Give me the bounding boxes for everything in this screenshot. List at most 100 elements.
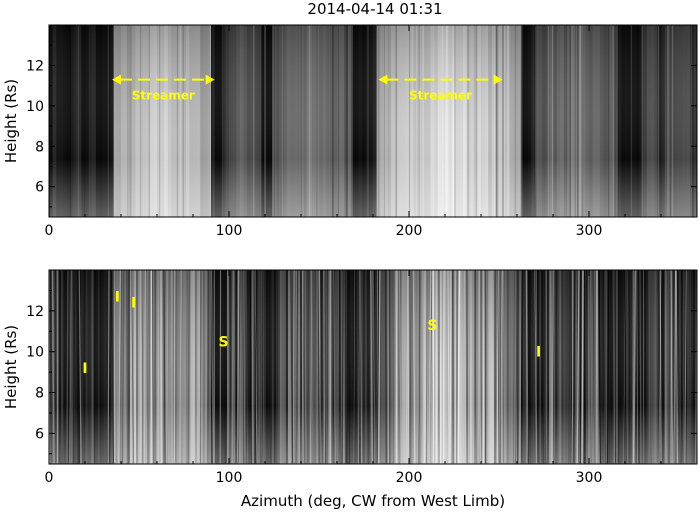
heatmap-streak [537, 270, 540, 464]
y-tick-label: 6 [35, 180, 44, 196]
heatmap-streak [254, 270, 257, 464]
x-tick-label: 100 [216, 470, 243, 486]
heatmap-streak [374, 270, 377, 464]
heatmap-streak [120, 270, 122, 464]
heatmap-streak [94, 270, 96, 464]
heatmap-streak [115, 270, 117, 464]
heatmap-streak [370, 270, 373, 464]
heatmap-streak [455, 270, 457, 464]
heatmap-streak [602, 270, 606, 464]
heatmap-streak [237, 270, 241, 464]
heatmap-streak [573, 270, 575, 464]
heatmap-streak [534, 270, 537, 464]
heatmap-streak [395, 270, 399, 464]
top-heatmap [49, 25, 697, 217]
heatmap-streak [303, 270, 306, 464]
heatmap-streak [628, 270, 631, 464]
heatmap-streak [377, 270, 379, 464]
heatmap-streak [206, 270, 209, 464]
heatmap-streak [372, 270, 376, 464]
heatmap-streak [236, 270, 239, 464]
y-tick-label: 8 [35, 386, 44, 402]
heatmap-streak [428, 270, 432, 464]
x-tick-label: 0 [45, 470, 54, 486]
heatmap-streak [143, 270, 146, 464]
heatmap-streak [585, 270, 588, 464]
heatmap-streak [158, 270, 161, 464]
heatmap-streak [447, 270, 450, 464]
heatmap-streak [418, 270, 421, 464]
heatmap-streak [515, 270, 518, 464]
chart-title: 2014-04-14 01:31 [307, 0, 442, 18]
heatmap-streak [126, 270, 129, 464]
heatmap-streak [210, 270, 214, 464]
heatmap-streak [269, 270, 271, 464]
heatmap-streak [121, 270, 125, 464]
heatmap-streak [302, 270, 305, 464]
heatmap-streak [527, 270, 530, 464]
heatmap-streak [425, 270, 428, 464]
x-tick-label: 300 [576, 470, 603, 486]
heatmap-streak [581, 270, 584, 464]
heatmap-streak [151, 270, 155, 464]
heatmap-streak [341, 270, 345, 464]
heatmap-streak [592, 270, 596, 464]
heatmap-streak [301, 270, 304, 464]
heatmap-streak [324, 270, 327, 464]
bottom-axes: 0 100 200 300 6 8 10 12 [26, 270, 698, 486]
streamer-arrowhead-left [378, 74, 388, 85]
heatmap-streak [594, 270, 598, 464]
heatmap-streak [187, 270, 191, 464]
heatmap-streak [636, 270, 638, 464]
heatmap-streak [418, 270, 421, 464]
heatmap-streak [430, 270, 434, 464]
heatmap-streak [497, 270, 500, 464]
heatmap-streak [545, 270, 548, 464]
heatmap-streak [118, 270, 121, 464]
heatmap-streak [517, 270, 519, 464]
x-tick-label: 300 [576, 223, 603, 239]
heatmap-streak [386, 270, 389, 464]
heatmap-streak [606, 270, 610, 464]
heatmap-streak [140, 270, 144, 464]
heatmap-streak [457, 270, 460, 464]
heatmap-streak [683, 270, 686, 464]
heatmap-streak [457, 270, 461, 464]
heatmap-streak [131, 270, 134, 464]
heatmap-streak [647, 270, 650, 464]
heatmap-streak [675, 270, 679, 464]
heatmap-streak [496, 270, 499, 464]
heatmap-streak [463, 270, 467, 464]
heatmap-streak [500, 270, 503, 464]
heatmap-streak [583, 270, 587, 464]
heatmap-streak [178, 270, 182, 464]
heatmap-streak [475, 270, 477, 464]
heatmap-streak [344, 270, 347, 464]
heatmap-streak [569, 270, 571, 464]
heatmap-streak [659, 270, 662, 464]
heatmap-streak [163, 270, 166, 464]
heatmap-streak [140, 270, 143, 464]
heatmap-streak [292, 270, 295, 464]
bottom-heatmap [49, 270, 697, 464]
y-tick-label: 8 [35, 139, 44, 155]
heatmap-streak [623, 270, 626, 464]
heatmap-streak [249, 270, 253, 464]
heatmap-streak [670, 270, 672, 464]
heatmap-streak [262, 270, 265, 464]
heatmap-streak [111, 270, 114, 464]
heatmap-streak [290, 270, 293, 464]
heatmap-streak [673, 270, 677, 464]
heatmap-streak [633, 270, 637, 464]
heatmap-streak [359, 270, 363, 464]
heatmap-streak [112, 270, 114, 464]
heatmap-streak [254, 270, 258, 464]
heatmap-streak [639, 270, 642, 464]
heatmap-streak [409, 270, 412, 464]
heatmap-streak [162, 270, 166, 464]
heatmap-streak [122, 270, 124, 464]
top-ylabel: Height (Rs) [2, 79, 20, 163]
heatmap-streak [69, 270, 72, 464]
heatmap-streak [431, 270, 435, 464]
